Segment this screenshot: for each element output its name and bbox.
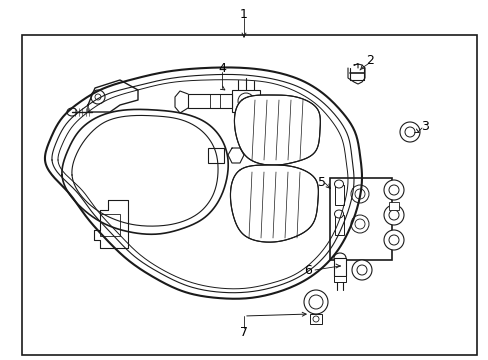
Bar	[231, 90, 260, 112]
Text: 2: 2	[366, 54, 373, 67]
Ellipse shape	[334, 180, 343, 188]
Circle shape	[354, 219, 364, 229]
Circle shape	[388, 210, 398, 220]
Circle shape	[383, 230, 403, 250]
Bar	[100, 214, 120, 236]
Circle shape	[356, 265, 366, 275]
Text: 4: 4	[218, 62, 225, 75]
Circle shape	[91, 90, 105, 104]
Circle shape	[388, 185, 398, 195]
Text: 6: 6	[304, 264, 311, 276]
Circle shape	[388, 235, 398, 245]
Bar	[333, 276, 346, 282]
Circle shape	[399, 122, 419, 142]
Circle shape	[383, 180, 403, 200]
Text: 5: 5	[317, 176, 325, 189]
Circle shape	[404, 127, 414, 137]
Text: 7: 7	[240, 325, 247, 338]
Bar	[334, 185, 343, 205]
Polygon shape	[234, 95, 320, 165]
Ellipse shape	[334, 210, 343, 218]
Bar	[309, 314, 321, 324]
Circle shape	[95, 94, 101, 100]
Polygon shape	[230, 165, 318, 242]
Bar	[334, 215, 343, 235]
Bar	[333, 258, 346, 276]
Ellipse shape	[333, 253, 346, 263]
Text: 1: 1	[240, 8, 247, 21]
Circle shape	[350, 185, 368, 203]
Circle shape	[238, 93, 253, 109]
Bar	[388, 202, 398, 210]
Bar	[22, 35, 476, 355]
Bar	[329, 178, 391, 260]
Bar	[207, 148, 224, 163]
Bar	[187, 94, 231, 108]
Text: 3: 3	[420, 120, 428, 132]
Circle shape	[350, 215, 368, 233]
Circle shape	[304, 290, 327, 314]
Circle shape	[383, 205, 403, 225]
Circle shape	[351, 260, 371, 280]
Circle shape	[354, 189, 364, 199]
Circle shape	[312, 316, 318, 322]
Ellipse shape	[67, 108, 77, 116]
Circle shape	[308, 295, 323, 309]
